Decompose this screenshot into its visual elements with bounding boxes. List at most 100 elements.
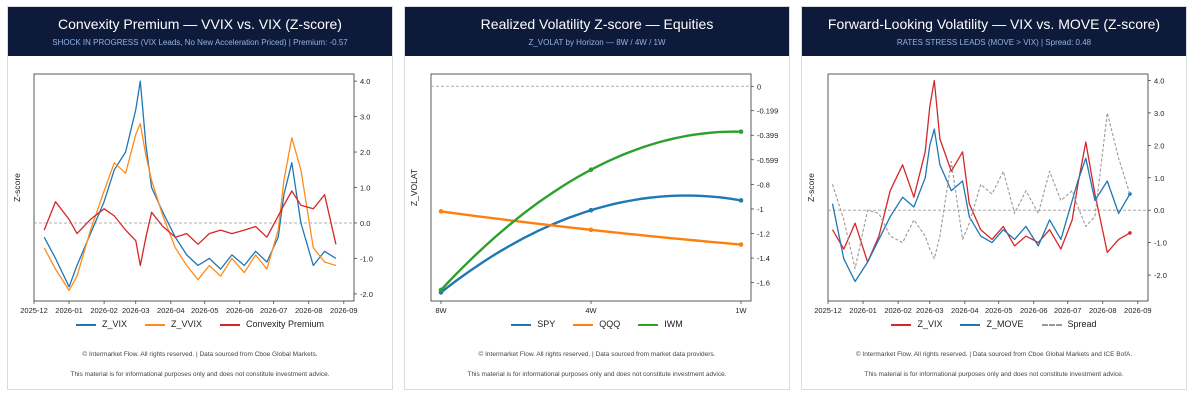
x-tick-label: 8W — [435, 306, 447, 315]
legend-label: IWM — [664, 319, 683, 329]
footer-disclaimer: This material is for informational purpo… — [467, 371, 727, 378]
legend-swatch — [960, 323, 981, 326]
legend-item: QQQ — [573, 319, 620, 329]
realized-vol-chart: 0 -0.199 -0.399 -0.599 -0.8 -1 -1.2 -1.4 -1.6 8W 4… — [409, 73, 778, 315]
series-marker — [738, 242, 744, 247]
x-tick-label: 2026-05 — [985, 306, 1013, 315]
y-tick-label: 1.0 — [1154, 174, 1164, 183]
panel-title: Convexity Premium — VVIX vs. VIX (Z-scor… — [58, 16, 342, 32]
series-line — [831, 112, 1131, 270]
legend-label: Convexity Premium — [246, 319, 325, 329]
plot-frame — [33, 73, 355, 302]
legend-swatch — [511, 323, 532, 326]
series-marker — [738, 129, 744, 134]
x-tick-label: 2026-03 — [916, 306, 944, 315]
x-tick-label: 2026-07 — [260, 306, 288, 315]
series-line — [831, 128, 1131, 283]
series-marker — [588, 167, 594, 173]
series-z-vix — [831, 79, 1132, 263]
legend-swatch — [144, 323, 165, 326]
footer-disclaimer: This material is for informational purpo… — [70, 371, 330, 378]
y-tick-label: 0.0 — [360, 219, 370, 228]
legend-item: IWM — [638, 319, 683, 329]
panel-header: Convexity Premium — VVIX vs. VIX (Z-scor… — [8, 7, 392, 56]
legend-item: Z_MOVE — [960, 319, 1024, 329]
y-tick-label: -0.199 — [757, 107, 778, 116]
footer-source: © Intermarket Flow. All rights reserved.… — [82, 351, 318, 358]
x-tick-label: 2026-06 — [226, 306, 254, 315]
chart-panel-realized-vol: Realized Volatility Z-score — Equities Z… — [404, 6, 790, 390]
chart-legend: SPY QQQ IWM — [405, 319, 789, 329]
x-tick-label: 1W — [735, 306, 747, 315]
y-tick-label: -1.0 — [1154, 239, 1167, 248]
x-tick-label: 2025-12 — [814, 306, 842, 315]
series-marker — [438, 287, 444, 293]
panel-title: Realized Volatility Z-score — Equities — [480, 16, 714, 32]
legend-label: Spread — [1067, 319, 1097, 329]
series-line — [43, 80, 337, 288]
legend-item: Z_VIX — [75, 319, 127, 329]
y-tick-label: -1.4 — [757, 254, 770, 263]
y-tick-label: 4.0 — [360, 77, 370, 86]
x-tick-label: 2026-09 — [1124, 306, 1152, 315]
y-tick-label: 3.0 — [1154, 109, 1164, 118]
y-tick-label: -2.0 — [360, 290, 373, 299]
series-marker — [438, 209, 444, 214]
legend-swatch — [891, 323, 912, 326]
panel-subtitle: SHOCK IN PROGRESS (VIX Leads, No New Acc… — [52, 38, 348, 47]
legend-swatch — [638, 323, 659, 326]
y-tick-label: -0.599 — [757, 156, 778, 165]
series-marker — [738, 198, 744, 203]
series-endpoint — [1128, 192, 1132, 196]
legend-label: Z_VIX — [917, 319, 943, 329]
x-tick-label: 2026-01 — [55, 306, 83, 315]
x-tick-label: 2026-09 — [330, 306, 358, 315]
x-tick-label: 2026-06 — [1020, 306, 1048, 315]
y-tick-label: 2.0 — [360, 148, 370, 157]
vix-move-chart: -2.0 -1.0 0.0 1.0 2.0 3.0 4.0 2025-12 2026-01 202… — [806, 73, 1167, 315]
series-marker — [588, 227, 594, 233]
footer-disclaimer: This material is for informational purpo… — [864, 371, 1124, 378]
y-axis-label: Z-score — [12, 173, 22, 202]
y-tick-label: 0.0 — [1154, 206, 1164, 215]
x-tick-label: 2026-02 — [90, 306, 118, 315]
legend-item: Convexity Premium — [220, 319, 324, 329]
x-tick-label: 2026-05 — [191, 306, 219, 315]
legend-label: QQQ — [599, 319, 621, 329]
y-tick-label: -0.8 — [757, 180, 770, 189]
x-tick-label: 2026-04 — [157, 306, 185, 315]
series-endpoint — [1128, 231, 1132, 235]
legend-item: Z_VIX — [891, 319, 942, 329]
x-tick-label: 2025-12 — [20, 306, 48, 315]
series-z-move — [831, 128, 1132, 283]
chart-panel-convexity: Convexity Premium — VVIX vs. VIX (Z-scor… — [7, 6, 393, 390]
chart-legend: Z_VIX Z_VVIX Convexity Premium — [8, 319, 392, 329]
legend-swatch — [1041, 323, 1062, 326]
y-tick-label: 2.0 — [1154, 141, 1164, 150]
series-convexity-premium — [43, 190, 337, 267]
panel-header: Realized Volatility Z-score — Equities Z… — [405, 7, 789, 56]
footer-source: © Intermarket Flow. All rights reserved.… — [855, 351, 1133, 358]
y-axis-label: Z_VOLAT — [409, 169, 419, 206]
x-tick-label: 2026-07 — [1054, 306, 1082, 315]
legend-label: SPY — [537, 319, 556, 329]
y-tick-label: 4.0 — [1154, 76, 1164, 85]
x-tick-label: 2026-02 — [884, 306, 912, 315]
series-line — [831, 79, 1131, 263]
legend-label: Z_MOVE — [986, 319, 1024, 329]
legend-label: Z_VIX — [101, 319, 127, 329]
panel-title: Forward-Looking Volatility — VIX vs. MOV… — [827, 16, 1161, 32]
series-qqq — [438, 209, 744, 247]
x-tick-label: 2026-03 — [122, 306, 150, 315]
series-marker — [588, 207, 594, 213]
series-iwm — [438, 129, 744, 293]
panel-subtitle: RATES STRESS LEADS (MOVE > VIX) | Spread… — [896, 38, 1092, 47]
x-tick-label: 2026-08 — [1089, 306, 1117, 315]
footer-source: © Intermarket Flow. All rights reserved.… — [478, 351, 716, 358]
plot-frame — [430, 73, 752, 302]
x-tick-label: 2026-04 — [951, 306, 979, 315]
legend-swatch — [75, 323, 96, 326]
convexity-chart: -2.0 -1.0 0.0 1.0 2.0 3.0 4.0 2025-12 2026-01 202… — [12, 73, 373, 315]
y-tick-label: -1.6 — [757, 279, 770, 288]
series-line — [43, 123, 337, 292]
